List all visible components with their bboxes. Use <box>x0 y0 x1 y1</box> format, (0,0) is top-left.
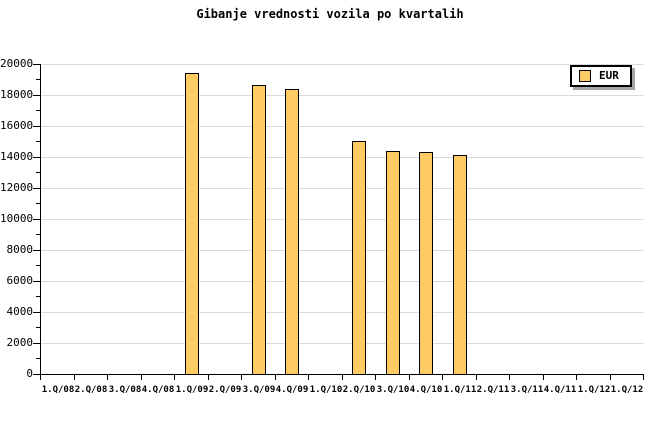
y-major-tick <box>33 188 40 189</box>
x-tick-label: 1.Q/08 <box>41 385 75 395</box>
y-major-tick <box>33 64 40 65</box>
x-tick-label: 4.Q/09 <box>275 385 309 395</box>
y-minor-tick <box>36 110 40 111</box>
x-tick <box>342 375 343 380</box>
y-tick-label: 20000 <box>0 57 34 70</box>
y-minor-tick <box>36 265 40 266</box>
y-tick-label: 8000 <box>6 243 34 256</box>
x-tick <box>74 375 75 380</box>
x-tick <box>40 375 41 380</box>
x-tick <box>275 375 276 380</box>
y-minor-tick <box>36 172 40 173</box>
legend-swatch-icon <box>579 70 591 82</box>
y-minor-tick <box>36 327 40 328</box>
x-tick-label: 4.Q/08 <box>141 385 175 395</box>
x-tick <box>543 375 544 380</box>
x-tick <box>509 375 510 380</box>
x-tick <box>476 375 477 380</box>
y-minor-tick <box>36 358 40 359</box>
y-major-tick <box>33 312 40 313</box>
x-tick <box>208 375 209 380</box>
legend: EUR <box>570 65 632 87</box>
y-gridline <box>41 157 644 158</box>
y-tick-label: 18000 <box>0 88 34 101</box>
x-tick <box>308 375 309 380</box>
y-major-tick <box>33 126 40 127</box>
x-tick-label: 1.Q/11 <box>443 385 477 395</box>
bar-1.Q/11 <box>453 155 467 374</box>
y-gridline <box>41 126 644 127</box>
x-tick-label: 1.Q/10 <box>309 385 343 395</box>
x-tick <box>375 375 376 380</box>
x-tick <box>576 375 577 380</box>
x-tick-label: 4.Q/10 <box>409 385 443 395</box>
x-tick <box>643 375 644 380</box>
x-tick-label: 4.Q/11 <box>543 385 577 395</box>
y-tick-label: 6000 <box>6 274 34 287</box>
bar-3.Q/10 <box>386 151 400 374</box>
x-tick-label: 2.Q/10 <box>342 385 376 395</box>
x-tick <box>610 375 611 380</box>
y-tick-label: 10000 <box>0 212 34 225</box>
x-tick-label: 3.Q/11 <box>510 385 544 395</box>
y-tick-label: 12000 <box>0 181 34 194</box>
y-tick-label: 2000 <box>6 336 34 349</box>
x-tick-label: 2.Q/09 <box>208 385 242 395</box>
y-gridline <box>41 64 644 65</box>
y-tick-label: 4000 <box>6 305 34 318</box>
y-minor-tick <box>36 203 40 204</box>
y-minor-tick <box>36 234 40 235</box>
x-tick-label: 2.Q/08 <box>74 385 108 395</box>
y-gridline <box>41 281 644 282</box>
x-tick-label: 3.Q/10 <box>376 385 410 395</box>
x-tick-label: 3.Q/08 <box>108 385 142 395</box>
x-tick <box>174 375 175 380</box>
y-minor-tick <box>36 79 40 80</box>
y-gridline <box>41 95 644 96</box>
y-gridline <box>41 343 644 344</box>
y-gridline <box>41 312 644 313</box>
y-gridline <box>41 250 644 251</box>
plot-area <box>40 64 644 375</box>
x-tick-label: 1.Q/12 <box>610 385 644 395</box>
bar-4.Q/10 <box>419 152 433 374</box>
y-major-tick <box>33 281 40 282</box>
x-tick <box>107 375 108 380</box>
x-tick <box>141 375 142 380</box>
y-gridline <box>41 188 644 189</box>
y-minor-tick <box>36 296 40 297</box>
x-tick-label: 3.Q/09 <box>242 385 276 395</box>
legend-label: EUR <box>599 69 619 82</box>
y-tick-label: 14000 <box>0 150 34 163</box>
y-major-tick <box>33 343 40 344</box>
x-tick-label: 1.Q/12 <box>577 385 611 395</box>
bar-4.Q/09 <box>285 89 299 374</box>
x-tick-label: 1.Q/09 <box>175 385 209 395</box>
y-major-tick <box>33 219 40 220</box>
x-tick <box>409 375 410 380</box>
y-major-tick <box>33 250 40 251</box>
y-major-tick <box>33 374 40 375</box>
y-major-tick <box>33 157 40 158</box>
chart-title: Gibanje vrednosti vozila po kvartalih <box>196 7 464 21</box>
y-tick-label: 0 <box>26 367 33 380</box>
y-tick-label: 16000 <box>0 119 34 132</box>
y-major-tick <box>33 95 40 96</box>
bar-3.Q/09 <box>252 85 266 374</box>
x-tick-label: 2.Q/11 <box>476 385 510 395</box>
x-tick <box>442 375 443 380</box>
y-minor-tick <box>36 141 40 142</box>
bar-2.Q/10 <box>352 141 366 374</box>
x-tick <box>241 375 242 380</box>
bar-1.Q/09 <box>185 73 199 374</box>
y-gridline <box>41 219 644 220</box>
